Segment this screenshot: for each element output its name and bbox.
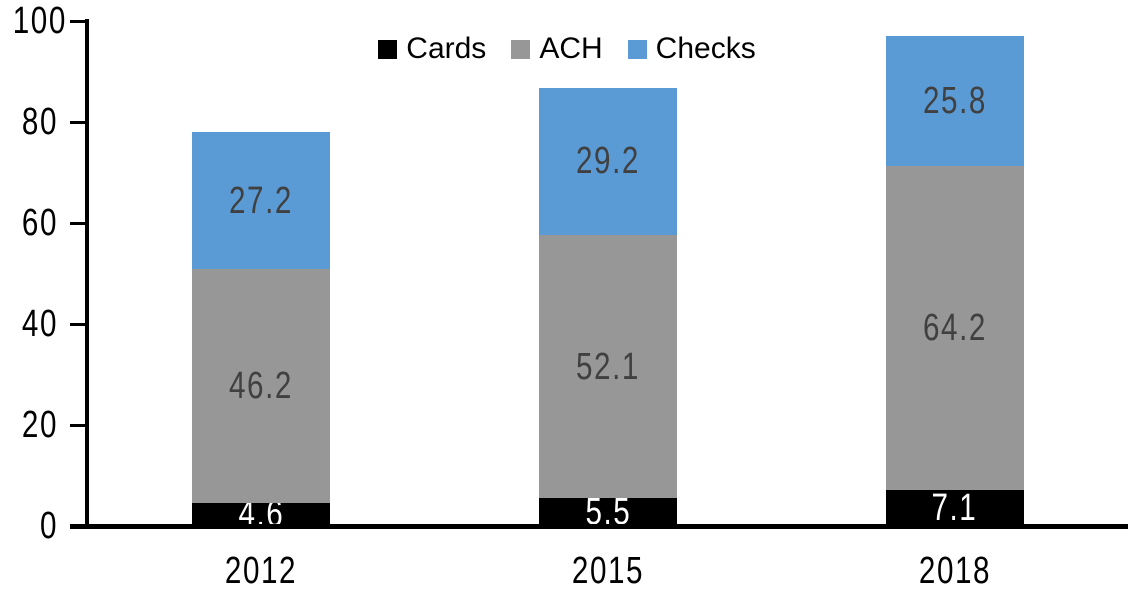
x-axis-label-2018: 2018 bbox=[918, 550, 991, 592]
y-tick-label-80: 80 bbox=[21, 101, 58, 143]
y-tick-mark-80 bbox=[70, 120, 89, 124]
bar-label-2015-checks: 29.2 bbox=[576, 140, 640, 183]
legend-label-checks: Checks bbox=[655, 32, 756, 65]
y-tick-label-0: 0 bbox=[39, 505, 58, 547]
bar-2018-cards: 7.1 bbox=[885, 487, 1024, 530]
legend-item-checks: Checks bbox=[627, 32, 756, 65]
bar-label-2015-ach: 52.1 bbox=[576, 345, 640, 388]
bar-label-2012-ach: 46.2 bbox=[229, 365, 294, 408]
legend-item-cards: Cards bbox=[378, 34, 486, 64]
bar-label-2018-cards: 7.1 bbox=[931, 487, 978, 530]
legend-label-ach: ACH bbox=[539, 32, 603, 65]
y-tick-label-60: 60 bbox=[21, 202, 58, 244]
legend: Cards ACH Checks bbox=[0, 32, 1134, 66]
bar-label-2018-checks: 25.8 bbox=[922, 79, 987, 122]
legend-item-ach: ACH bbox=[511, 32, 603, 65]
y-tick-label-40: 40 bbox=[21, 303, 58, 345]
bar-2018-checks: 25.8 bbox=[885, 35, 1024, 166]
bar-2015-ach: 52.1 bbox=[539, 235, 677, 499]
y-tick-mark-100 bbox=[70, 19, 89, 23]
y-tick-label-100: 100 bbox=[12, 0, 67, 42]
checks-swatch-icon bbox=[627, 39, 647, 59]
ach-swatch-icon bbox=[511, 39, 531, 59]
x-axis-label-2012: 2012 bbox=[225, 550, 298, 592]
y-axis-line bbox=[85, 19, 89, 526]
bar-2018-ach: 64.2 bbox=[885, 165, 1024, 491]
bar-2015-cards: 5.5 bbox=[539, 493, 677, 531]
bar-2012-checks: 27.2 bbox=[192, 132, 331, 270]
bar-2015-checks: 29.2 bbox=[539, 87, 677, 236]
bar-2012-cards: 4.6 bbox=[192, 495, 331, 533]
y-tick-mark-40 bbox=[70, 322, 89, 326]
bar-label-2012-checks: 27.2 bbox=[229, 179, 294, 222]
x-axis-label-2015: 2015 bbox=[571, 550, 645, 592]
bar-2012-ach: 46.2 bbox=[192, 269, 331, 503]
x-axis-line bbox=[70, 524, 1128, 529]
cards-swatch-icon bbox=[378, 39, 398, 59]
y-tick-mark-60 bbox=[70, 221, 89, 225]
y-tick-label-20: 20 bbox=[21, 404, 58, 446]
legend-label-cards: Cards bbox=[406, 32, 487, 65]
bar-label-2018-ach: 64.2 bbox=[922, 307, 987, 350]
y-tick-mark-20 bbox=[70, 423, 89, 427]
